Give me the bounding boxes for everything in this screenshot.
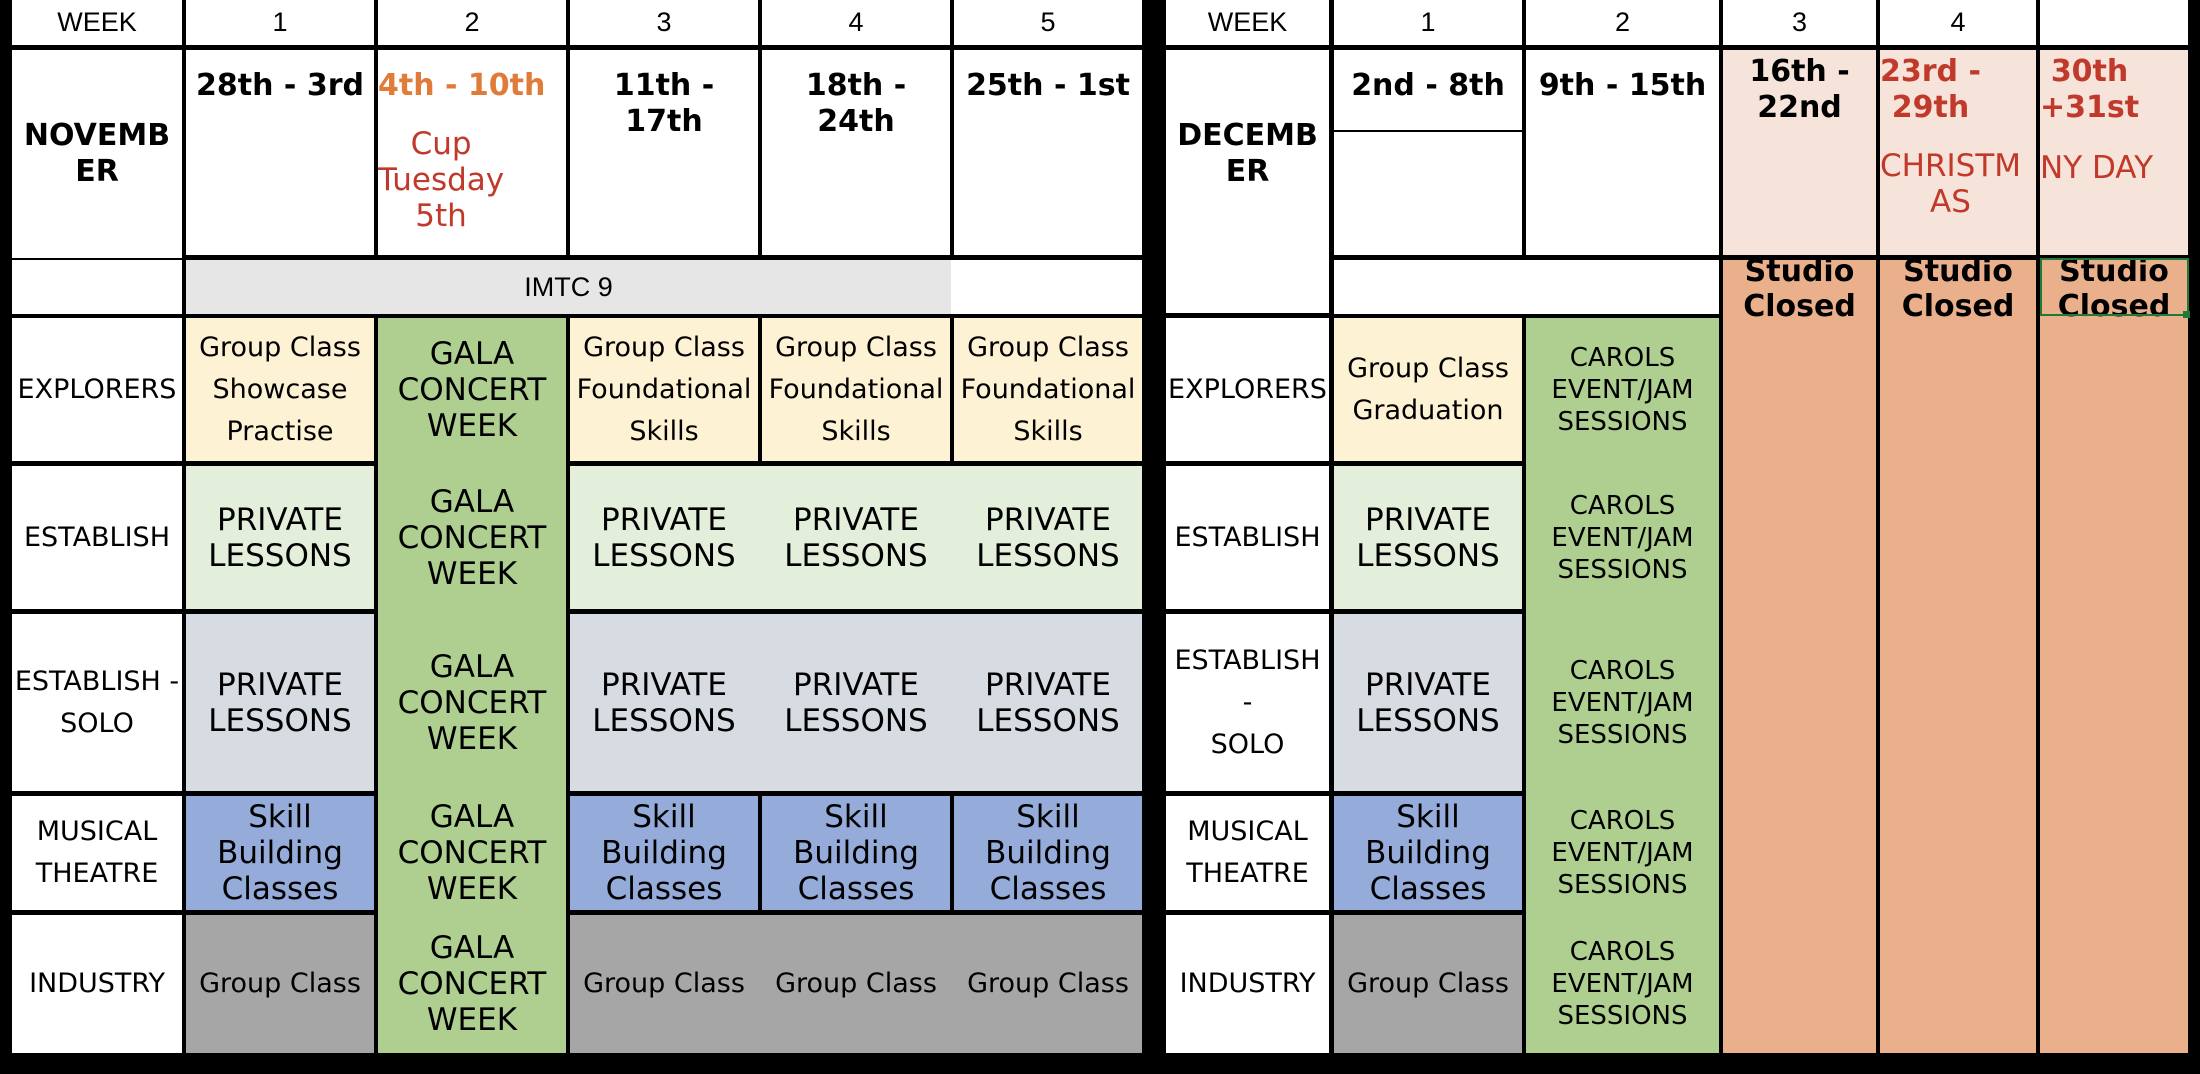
nov-date-week-5: 25th - 1st <box>954 50 1142 255</box>
carols-column <box>1526 318 1719 1053</box>
dec-row-label-establish-solo: ESTABLISH - SOLO <box>1166 614 1329 791</box>
nov-date-week-2-range: 4th - 10th <box>378 68 546 103</box>
nov-banner-label-blank <box>12 260 182 314</box>
dec-date-week-5-range: 30th +31st <box>2040 54 2140 125</box>
christmas-note: CHRISTM AS <box>1880 148 2021 220</box>
nov-date-week-3: 11th - 17th <box>570 50 758 255</box>
nov-solo-week-4: PRIVATE LESSONS <box>784 666 928 739</box>
gala-establish: GALA CONCERT WEEK <box>397 483 547 592</box>
dec-row-label-industry: INDUSTRY <box>1166 915 1329 1053</box>
nov-industry-week-4: Group Class <box>775 968 937 999</box>
dec-week-4: 4 <box>1880 0 2036 45</box>
dec-date-week-2: 9th - 15th <box>1526 50 1719 255</box>
cup-tuesday-note: Cup Tuesday 5th <box>378 126 505 234</box>
nov-industry-week-3: Group Class <box>583 968 745 999</box>
dec-date-week-1-blank <box>1334 132 1522 255</box>
dec-banner-blank <box>1334 260 1719 314</box>
selected-cell-outline[interactable] <box>2040 258 2189 316</box>
nov-theatre-week-5: Skill Building Classes <box>954 796 1142 910</box>
nov-establish-week-3: PRIVATE LESSONS <box>592 501 736 574</box>
nov-date-week-4: 18th - 24th <box>762 50 950 255</box>
week-label-dec: WEEK <box>1166 0 1329 45</box>
nov-month-label: NOVEMB ER <box>12 50 182 258</box>
gala-musical-theatre: GALA CONCERT WEEK <box>397 799 547 907</box>
gala-industry: GALA CONCERT WEEK <box>397 930 547 1038</box>
nov-week-5: 5 <box>954 0 1142 45</box>
nov-week-4: 4 <box>762 0 950 45</box>
nov-establish-bg <box>570 466 1142 609</box>
dec-establish-week-1: PRIVATE LESSONS <box>1334 466 1522 609</box>
nov-week-3: 3 <box>570 0 758 45</box>
dec-date-week-4: 23rd - 29th CHRISTM AS <box>1880 50 2036 255</box>
carols-musical-theatre: CAROLS EVENT/JAM SESSIONS <box>1551 806 1694 900</box>
nov-industry-bg <box>570 915 1142 1053</box>
nov-establish-week-1: PRIVATE LESSONS <box>186 466 374 609</box>
nov-industry-week-1: Group Class <box>186 915 374 1053</box>
nov-solo-week-3: PRIVATE LESSONS <box>592 666 736 739</box>
nov-week-2: 2 <box>378 0 566 45</box>
nov-solo-week-1: PRIVATE LESSONS <box>186 614 374 791</box>
dec-solo-week-1: PRIVATE LESSONS <box>1334 614 1522 791</box>
ny-day-note: NY DAY <box>2040 150 2154 186</box>
gala-column <box>378 318 566 1053</box>
nov-solo-week-5: PRIVATE LESSONS <box>976 666 1120 739</box>
studio-closed-week-3: Studio Closed <box>1723 260 1876 1053</box>
row-label-explorers: EXPLORERS <box>12 318 182 461</box>
studio-closed-week-5: Studio Closed <box>2040 260 2188 1053</box>
row-label-industry: INDUSTRY <box>12 915 182 1053</box>
carols-explorers: CAROLS EVENT/JAM SESSIONS <box>1551 342 1694 437</box>
dec-week-3: 3 <box>1723 0 1876 45</box>
dec-week-1: 1 <box>1334 0 1522 45</box>
carols-establish: CAROLS EVENT/JAM SESSIONS <box>1551 490 1694 585</box>
dec-week-2: 2 <box>1526 0 1719 45</box>
dec-theatre-week-1: Skill Building Classes <box>1334 796 1522 910</box>
selection-fill-handle[interactable] <box>2183 311 2190 318</box>
carols-establish-solo: CAROLS EVENT/JAM SESSIONS <box>1551 655 1694 750</box>
row-label-establish-solo: ESTABLISH - SOLO <box>12 614 182 791</box>
nov-establish-week-4: PRIVATE LESSONS <box>784 501 928 574</box>
week-label: WEEK <box>12 0 182 45</box>
dec-explorers-week-1: Group Class Graduation <box>1334 318 1522 461</box>
nov-week-1: 1 <box>186 0 374 45</box>
nov-solo-bg <box>570 614 1142 791</box>
nov-theatre-week-3: Skill Building Classes <box>570 796 758 910</box>
nov-theatre-week-4: Skill Building Classes <box>762 796 950 910</box>
dec-row-label-establish: ESTABLISH <box>1166 466 1329 609</box>
row-label-musical-theatre: MUSICAL THEATRE <box>12 796 182 910</box>
dec-date-week-1: 2nd - 8th <box>1334 50 1522 130</box>
gala-explorers: GALA CONCERT WEEK <box>397 335 547 444</box>
gala-establish-solo: GALA CONCERT WEEK <box>397 648 547 757</box>
dec-row-label-musical-theatre: MUSICAL THEATRE <box>1166 796 1329 910</box>
dec-date-week-3: 16th - 22nd <box>1723 50 1876 255</box>
nov-explorers-week-5: Group Class Foundational Skills <box>954 318 1142 461</box>
nov-explorers-week-1: Group Class Showcase Practise <box>186 318 374 461</box>
nov-date-week-1: 28th - 3rd <box>186 50 374 255</box>
studio-closed-label-4: Studio Closed <box>1901 260 2015 324</box>
dec-row-label-explorers: EXPLORERS <box>1166 318 1329 461</box>
nov-banner-blank <box>951 260 1142 314</box>
studio-closed-week-4: Studio Closed <box>1880 260 2036 1053</box>
nov-theatre-week-1: Skill Building Classes <box>186 796 374 910</box>
dec-date-week-4-range: 23rd - 29th <box>1880 54 1981 125</box>
dec-week-5-blank <box>2040 0 2188 45</box>
studio-closed-label-3: Studio Closed <box>1743 260 1856 324</box>
dec-date-week-5: 30th +31st NY DAY <box>2040 50 2188 255</box>
imtc-banner: IMTC 9 <box>186 260 951 314</box>
nov-establish-week-5: PRIVATE LESSONS <box>976 501 1120 574</box>
studio-closed-label-5: Studio Closed <box>2057 260 2171 324</box>
nov-date-week-2: 4th - 10th Cup Tuesday 5th <box>378 50 566 255</box>
nov-explorers-week-4: Group Class Foundational Skills <box>762 318 950 461</box>
dec-month-label: DECEMB ER <box>1166 50 1329 313</box>
row-label-establish: ESTABLISH <box>12 466 182 609</box>
nov-industry-week-5: Group Class <box>967 968 1129 999</box>
carols-industry: CAROLS EVENT/JAM SESSIONS <box>1551 937 1694 1031</box>
nov-explorers-week-3: Group Class Foundational Skills <box>570 318 758 461</box>
dec-industry-week-1: Group Class <box>1334 915 1522 1053</box>
